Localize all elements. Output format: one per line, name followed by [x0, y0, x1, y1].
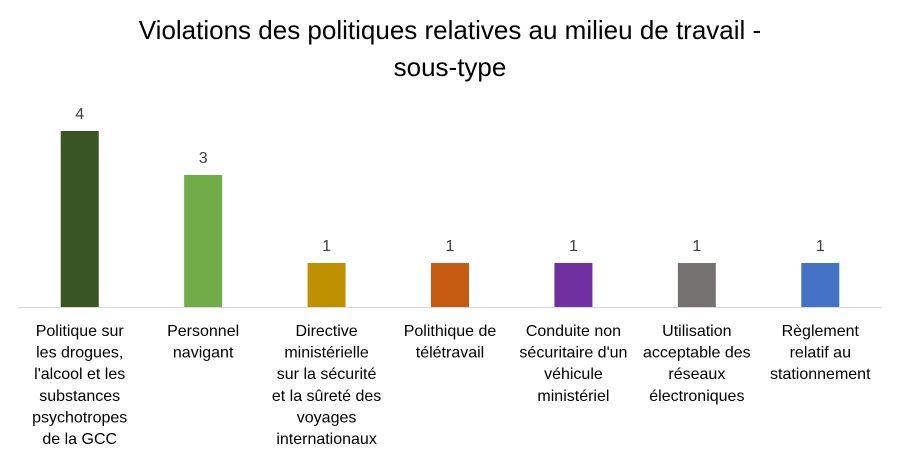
category-label-line: Règlement: [782, 323, 860, 340]
category-label-line: Politique sur: [36, 323, 125, 340]
data-label: 4: [75, 106, 84, 123]
category-label-line: acceptable des: [643, 345, 751, 362]
bar: [60, 131, 99, 307]
category-label: Utilisation acceptable des réseaux électron…: [643, 323, 751, 405]
category-label: Directive ministérielle sur la sécurité et …: [272, 323, 381, 448]
bar: [184, 175, 223, 307]
bar: [554, 263, 593, 307]
category-label-line: télétravail: [416, 345, 484, 362]
category-label-line: véhicule: [544, 366, 603, 383]
data-label: 1: [569, 238, 578, 255]
bar: [801, 263, 840, 307]
category-label-line: internationaux: [276, 431, 377, 448]
chart-title: Violations des politiques relatives au m…: [139, 15, 761, 82]
category-label-line: substances: [39, 388, 120, 405]
category-label-line: de la GCC: [42, 431, 117, 448]
data-label: 1: [816, 238, 825, 255]
category-label: Règlement relatif au stationnement: [770, 323, 871, 383]
data-label: 1: [446, 238, 455, 255]
category-label-line: réseaux: [668, 366, 725, 383]
bar: [307, 263, 346, 307]
category-label-line: Utilisation: [662, 323, 731, 340]
bar: [431, 263, 469, 307]
category-label-line: relatif au: [790, 345, 851, 362]
data-label: 1: [692, 238, 701, 255]
category-label-line: Polithique de: [404, 323, 497, 340]
category-label-line: les drogues,: [36, 345, 123, 362]
chart-title-line: sous-type: [394, 52, 507, 82]
category-label: Politique sur les drogues, l'alcool et les…: [32, 323, 127, 448]
category-label-line: navigant: [173, 345, 234, 362]
data-label: 3: [199, 150, 208, 167]
category-label-line: sur la sécurité: [277, 366, 377, 383]
category-label-line: l'alcool et les: [34, 366, 125, 383]
category-label-line: électroniques: [649, 388, 744, 405]
bar: [677, 263, 716, 307]
category-label-line: ministériel: [537, 388, 609, 405]
category-label-line: et la sûreté des: [272, 388, 381, 405]
category-label-line: Conduite non: [526, 323, 621, 340]
category-label-line: stationnement: [770, 366, 871, 383]
category-label-line: Personnel: [167, 323, 239, 340]
category-label-line: voyages: [297, 409, 357, 426]
category-label: Polithique de télétravail: [404, 323, 497, 362]
category-label-line: psychotropes: [32, 409, 127, 426]
category-label: Conduite non sécuritaire d'un véhicule mini…: [519, 323, 627, 405]
data-label: 1: [322, 238, 331, 255]
category-label-line: sécuritaire d'un: [519, 345, 627, 362]
category-label: Personnel navigant: [167, 323, 239, 362]
category-label-line: ministérielle: [284, 345, 369, 362]
category-label-line: Directive: [295, 323, 357, 340]
chart-title-line: Violations des politiques relatives au m…: [139, 15, 761, 45]
